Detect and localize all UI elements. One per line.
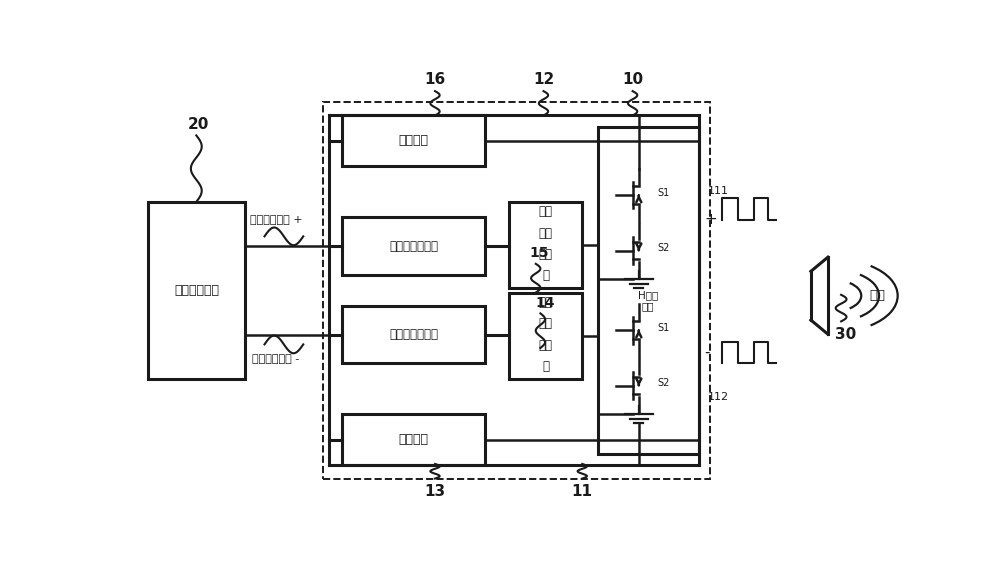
Text: S1: S1 [658,323,670,333]
Text: 12: 12 [533,72,554,87]
Text: 20: 20 [188,117,209,132]
Bar [598,126,698,454]
Bar [323,102,710,478]
Text: 器: 器 [542,269,549,282]
Text: 第二放大子模块: 第二放大子模块 [389,328,438,341]
Text: 器: 器 [542,360,549,373]
Text: 反馈模块: 反馈模块 [399,434,429,446]
Text: 栅极: 栅极 [538,227,552,240]
Bar [509,202,582,288]
Text: S1: S1 [658,188,670,198]
Text: 第一放大子模块: 第一放大子模块 [389,240,438,252]
Text: -: - [705,345,710,360]
Text: +: + [705,212,717,227]
Text: S2: S2 [657,243,670,254]
Text: 第二: 第二 [538,296,552,309]
Text: 11: 11 [572,484,593,499]
Text: 16: 16 [424,72,446,87]
Text: 30: 30 [835,327,856,342]
Bar [342,415,485,465]
Text: 反馈模块: 反馈模块 [399,135,429,147]
Bar [342,306,485,363]
Text: 第一: 第一 [538,205,552,218]
Bar [509,293,582,379]
Text: 14: 14 [535,296,555,310]
Bar [342,217,485,275]
Text: S2: S2 [657,378,670,388]
Text: 13: 13 [424,484,446,499]
Text: 负载: 负载 [869,289,885,302]
Bar [148,202,245,379]
Text: H桥子: H桥子 [638,290,658,300]
Text: 模块: 模块 [642,301,654,311]
Text: 15: 15 [530,246,549,260]
Bar [342,116,485,166]
Text: 112: 112 [708,392,729,401]
Text: 10: 10 [622,72,643,87]
Text: 驱动: 驱动 [538,339,552,351]
Text: 第二输入信号 -: 第二输入信号 - [252,354,300,364]
Text: 第一输入信号 +: 第一输入信号 + [250,216,302,225]
Text: 111: 111 [708,186,729,196]
Text: 信号补偿模块: 信号补偿模块 [174,284,219,297]
Text: 栅极: 栅极 [538,317,552,330]
Text: 驱动: 驱动 [538,248,552,261]
